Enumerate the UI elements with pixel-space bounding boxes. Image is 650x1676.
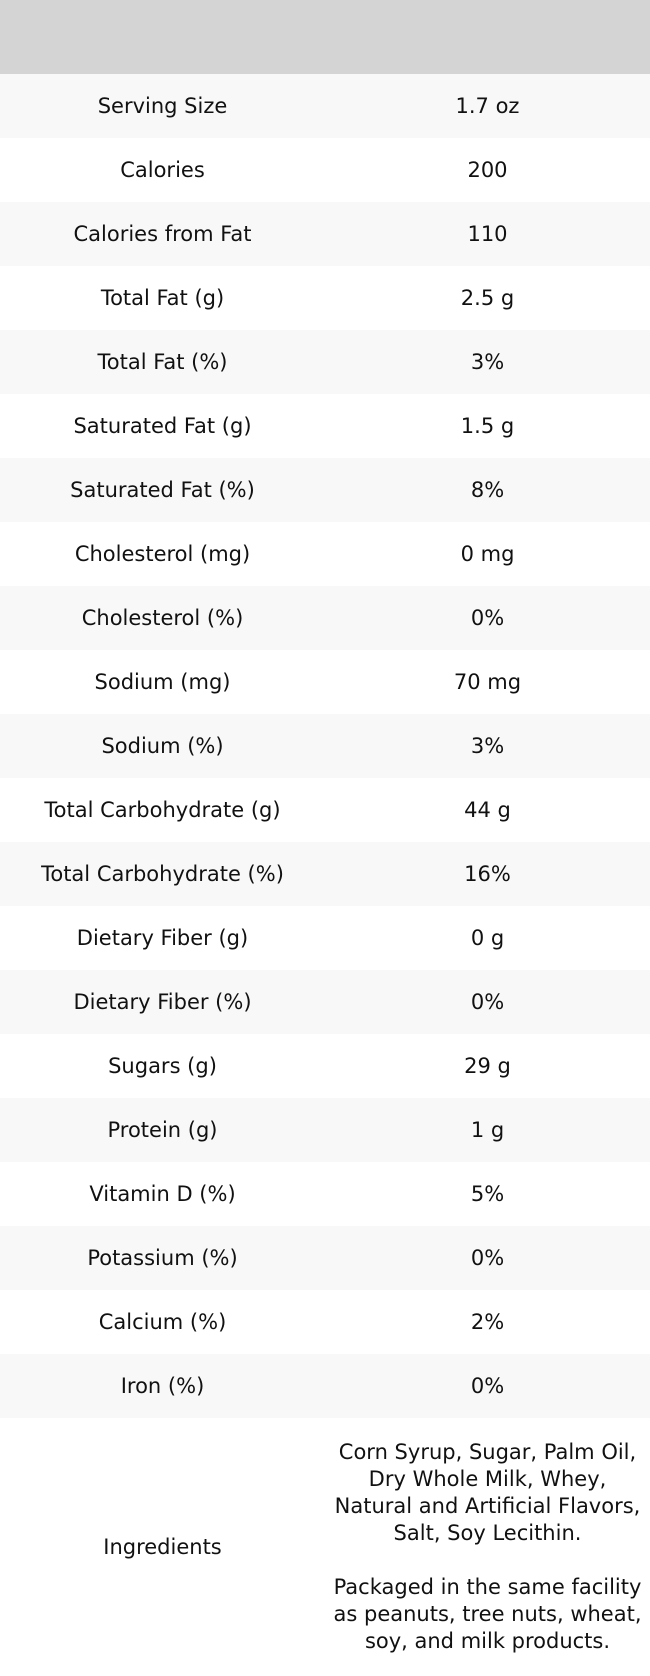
ingredients-value: Corn Syrup, Sugar, Palm Oil, Dry Whole M…: [325, 1418, 650, 1676]
row-value: 5%: [470, 1181, 505, 1206]
table-row: Total Carbohydrate (g) 44 g: [0, 778, 650, 842]
row-label: Vitamin D (%): [89, 1181, 236, 1206]
row-value: 0 mg: [460, 541, 515, 566]
row-label: Sugars (g): [108, 1053, 217, 1078]
table-row: Vitamin D (%) 5%: [0, 1162, 650, 1226]
row-value: 2.5 g: [460, 285, 515, 310]
row-value: 8%: [470, 477, 505, 502]
table-row: Saturated Fat (g) 1.5 g: [0, 394, 650, 458]
row-label: Calories: [120, 157, 205, 182]
row-value: 200: [467, 157, 508, 182]
row-value: 0%: [470, 989, 505, 1014]
table-row: Sodium (mg) 70 mg: [0, 650, 650, 714]
row-value: 2%: [470, 1309, 505, 1334]
row-label: Saturated Fat (%): [70, 477, 255, 502]
table-row: Potassium (%) 0%: [0, 1226, 650, 1290]
table-row: Cholesterol (mg) 0 mg: [0, 522, 650, 586]
row-value: 44 g: [464, 797, 511, 822]
row-value: 3%: [470, 349, 505, 374]
table-row: Calcium (%) 2%: [0, 1290, 650, 1354]
table-row: Sodium (%) 3%: [0, 714, 650, 778]
row-value: 16%: [464, 861, 511, 886]
table-row: Sugars (g) 29 g: [0, 1034, 650, 1098]
row-value: 1.5 g: [460, 413, 515, 438]
row-value: 29 g: [464, 1053, 511, 1078]
table-row: Serving Size 1.7 oz: [0, 74, 650, 138]
row-value: 0 g: [470, 925, 505, 950]
row-label: Calcium (%): [98, 1309, 227, 1334]
table-row: Total Fat (%) 3%: [0, 330, 650, 394]
row-value: 110: [467, 221, 508, 246]
ingredients-text: Corn Syrup, Sugar, Palm Oil, Dry Whole M…: [334, 1440, 641, 1545]
table-row: Total Fat (g) 2.5 g: [0, 266, 650, 330]
row-label: Dietary Fiber (g): [76, 925, 249, 950]
table-row: Calories from Fat 110: [0, 202, 650, 266]
table-row: Cholesterol (%) 0%: [0, 586, 650, 650]
row-label: Cholesterol (mg): [74, 541, 251, 566]
ingredients-label: Ingredients: [103, 1534, 222, 1559]
table-body: Serving Size 1.7 oz Calories 200 Calories fr…: [0, 74, 650, 1418]
row-label: Cholesterol (%): [81, 605, 244, 630]
row-value: 0%: [470, 1245, 505, 1270]
allergen-text: Packaged in the same facility as peanuts…: [333, 1575, 642, 1653]
table-row: Saturated Fat (%) 8%: [0, 458, 650, 522]
row-label: Calories from Fat: [73, 221, 252, 246]
table-row: Total Carbohydrate (%) 16%: [0, 842, 650, 906]
table-header: [0, 0, 650, 74]
table-row: Protein (g) 1 g: [0, 1098, 650, 1162]
row-label: Total Carbohydrate (g): [44, 797, 281, 822]
row-label: Dietary Fiber (%): [73, 989, 252, 1014]
row-label: Iron (%): [120, 1373, 205, 1398]
row-value: 0%: [470, 605, 505, 630]
table-row: Dietary Fiber (g) 0 g: [0, 906, 650, 970]
row-label: Sodium (%): [101, 733, 224, 758]
row-label: Saturated Fat (g): [73, 413, 252, 438]
row-label: Total Fat (g): [100, 285, 225, 310]
row-value: 1 g: [470, 1117, 505, 1142]
row-label: Total Carbohydrate (%): [41, 861, 284, 886]
ingredients-row: Ingredients Corn Syrup, Sugar, Palm Oil,…: [0, 1418, 650, 1676]
row-value: 1.7 oz: [455, 93, 520, 118]
row-value: 0%: [470, 1373, 505, 1398]
table-row: Calories 200: [0, 138, 650, 202]
row-value: 70 mg: [453, 669, 522, 694]
row-label: Serving Size: [97, 93, 228, 118]
row-label: Potassium (%): [87, 1245, 238, 1270]
table-row: Iron (%) 0%: [0, 1354, 650, 1418]
table-row: Dietary Fiber (%) 0%: [0, 970, 650, 1034]
row-label: Protein (g): [107, 1117, 218, 1142]
row-label: Sodium (mg): [94, 669, 231, 694]
row-label: Total Fat (%): [97, 349, 228, 374]
row-value: 3%: [470, 733, 505, 758]
